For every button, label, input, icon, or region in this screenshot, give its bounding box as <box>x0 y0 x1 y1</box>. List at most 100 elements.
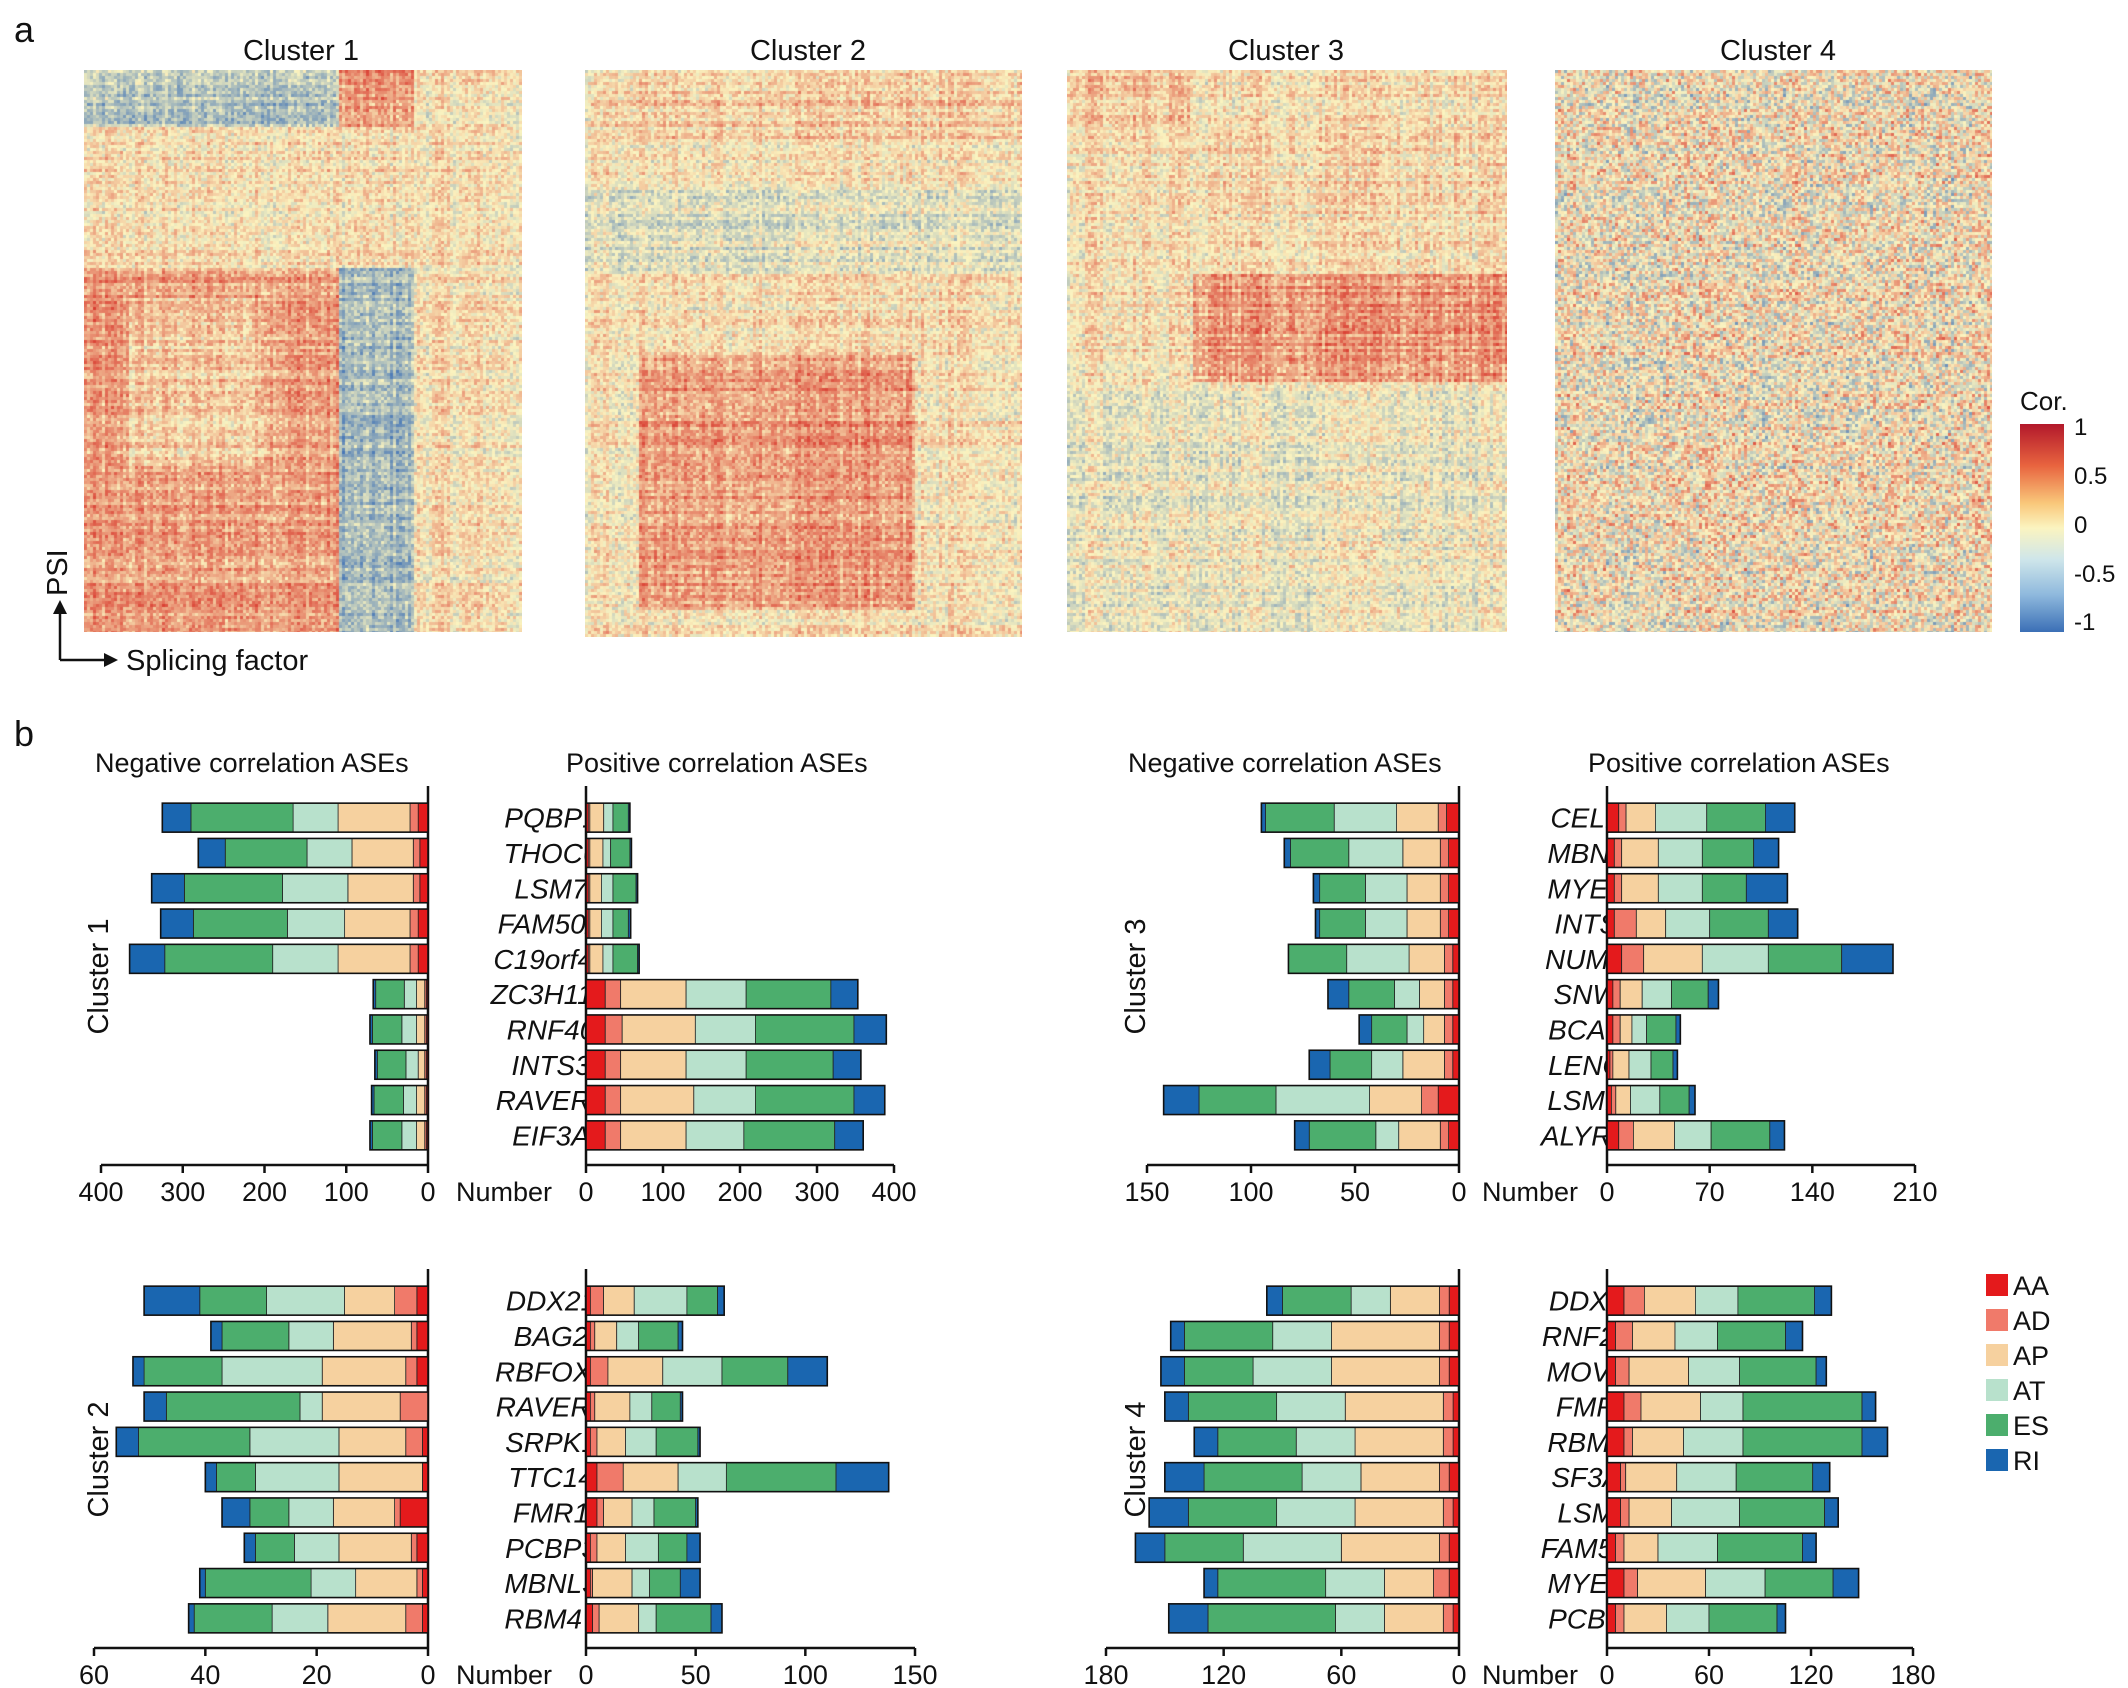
bar-outline <box>210 1320 429 1352</box>
bar-outline <box>585 1391 684 1422</box>
bar-segment-at <box>1665 908 1711 939</box>
positive-bar <box>1606 1497 1839 1528</box>
bar-segment-at <box>1657 873 1703 904</box>
tick-label: 0 <box>420 1177 435 1207</box>
bar-segment-ri <box>1815 1356 1827 1387</box>
bar-segment-aa <box>1606 838 1615 868</box>
positive-bar <box>585 943 640 975</box>
bar-segment-at <box>631 1568 651 1598</box>
bar-segment-ad <box>589 1532 598 1563</box>
bar-segment-ap <box>338 1462 423 1493</box>
bar-segment-ri <box>787 1356 828 1387</box>
colorbar-title: Cor. <box>2020 386 2068 416</box>
bar-outline <box>115 1426 429 1458</box>
bar-segment-es <box>1217 1426 1297 1457</box>
negative-bar <box>1260 802 1460 833</box>
positive-bar <box>585 1049 862 1081</box>
bar-segment-es <box>657 1532 688 1563</box>
tick-label: 0 <box>1451 1660 1466 1688</box>
bar-outline <box>1308 1049 1460 1081</box>
bar-segment-aa <box>1437 1085 1460 1115</box>
bar-segment-ri <box>151 873 185 904</box>
bar-outline <box>585 1120 865 1151</box>
bar-chart-cluster-2: Cluster 2 60 40 20 0 0 50 100 150 Number DDX21 BAG2… <box>79 1269 938 1688</box>
bar-outline <box>370 1084 429 1116</box>
bar-segment-ap <box>620 1120 687 1151</box>
bar-segment-ap <box>621 1014 696 1045</box>
bar-segment-es <box>612 943 638 974</box>
bar-segment-ap <box>596 1532 626 1563</box>
positive-bar <box>585 1355 829 1387</box>
bar-outline <box>198 1567 429 1599</box>
bar-segment-aa <box>1606 1391 1625 1422</box>
bar-segment-aa <box>1606 802 1620 833</box>
bar-segment-es <box>612 802 629 833</box>
bar-segment-ap <box>338 1426 407 1457</box>
bar-segment-es <box>165 1391 301 1422</box>
bar-segment-aa <box>419 873 429 904</box>
bar-segment-es <box>745 979 832 1010</box>
bar-segment-es <box>1319 908 1366 939</box>
bar-segment-aa <box>1606 873 1615 904</box>
bar-segment-at <box>286 908 346 939</box>
bar-segment-ad <box>589 1391 596 1422</box>
bar-segment-at <box>1666 1603 1710 1634</box>
bar-segment-es <box>638 1321 679 1351</box>
bar-segment-ad <box>604 1049 622 1080</box>
bar-segment-ri <box>853 1014 887 1045</box>
tick-label: 0 <box>1599 1177 1614 1207</box>
header-positive-left: Positive correlation ASEs <box>566 748 868 778</box>
bar-segment-es <box>610 838 631 868</box>
bar-segment-ap <box>1354 1426 1444 1457</box>
bar-segment-at <box>1394 979 1420 1010</box>
bar-segment-ad <box>1621 943 1645 974</box>
bar-outline <box>1312 872 1460 904</box>
bar-segment-es <box>1735 1462 1814 1493</box>
bar-segment-ad <box>1613 873 1623 904</box>
bar-outline <box>585 1603 723 1634</box>
negative-bar <box>132 1355 429 1387</box>
bar-segment-ap <box>1621 873 1659 904</box>
bar-segment-at <box>255 1462 340 1493</box>
bar-segment-ad <box>604 979 622 1010</box>
bar-segment-ri <box>853 1085 886 1115</box>
bar-outline <box>585 1426 701 1458</box>
positive-bar <box>585 1285 725 1316</box>
bar-segment-at <box>638 1603 657 1634</box>
bar-outline <box>1314 908 1460 939</box>
bar-outline <box>585 1497 699 1528</box>
tick-label: 100 <box>324 1177 369 1207</box>
bar-segment-ad <box>1615 1321 1633 1351</box>
bar-segment-ap <box>1389 1285 1440 1316</box>
bar-segment-es <box>1742 1391 1863 1422</box>
bar-segment-ap <box>1354 1497 1444 1528</box>
bar-segment-ad <box>412 838 421 868</box>
positive-bar <box>585 1014 888 1045</box>
bar-outline <box>204 1461 429 1493</box>
header-negative-left: Negative correlation ASEs <box>95 748 409 778</box>
bar-segment-es <box>1701 838 1755 868</box>
bar-segment-ri <box>204 1462 217 1493</box>
bar-segment-ad <box>1439 1120 1450 1151</box>
bar-outline <box>369 1014 429 1045</box>
gene-label-eif3a: EIF3A <box>512 1120 590 1151</box>
bar-outline <box>1266 1285 1460 1316</box>
bar-segment-aa <box>416 1285 429 1316</box>
bar-outline <box>1162 1084 1460 1116</box>
bar-segment-ri <box>115 1426 139 1457</box>
bar-segment-ad <box>596 1497 604 1528</box>
bar-segment-at <box>685 1120 745 1151</box>
positive-bar <box>1606 1014 1682 1045</box>
bar-segment-aa <box>416 1321 429 1351</box>
bar-outline <box>585 837 633 869</box>
negative-bar <box>374 1049 429 1081</box>
bar-segment-aa <box>1452 979 1460 1010</box>
bar-segment-aa <box>1448 1568 1460 1598</box>
bar-outline <box>1606 1461 1831 1493</box>
bar-segment-ap <box>1408 943 1445 974</box>
bar-segment-at <box>616 1321 640 1351</box>
bar-segment-at <box>272 943 339 974</box>
bar-segment-ri <box>1294 1120 1310 1151</box>
negative-bar <box>1160 1355 1460 1387</box>
bar-segment-ap <box>594 1391 631 1422</box>
